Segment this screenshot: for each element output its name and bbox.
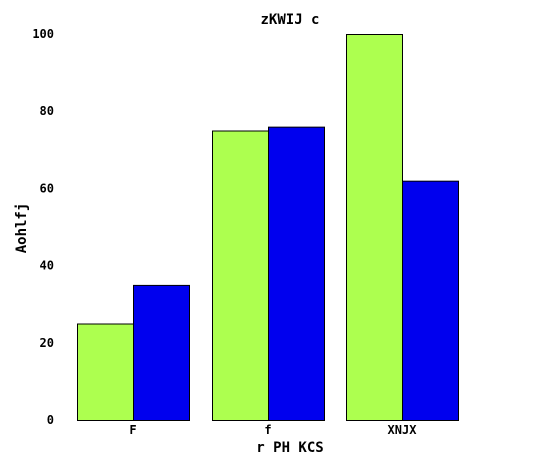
x-tick-label: F bbox=[129, 423, 136, 437]
bar-2-F bbox=[133, 284, 190, 421]
y-axis-ticks: 0 20 40 60 80 100 bbox=[32, 27, 54, 427]
bar-1-F bbox=[77, 323, 134, 421]
bar-2-f bbox=[268, 126, 325, 421]
y-tick-label: 80 bbox=[40, 104, 54, 118]
x-tick-label: XNJX bbox=[388, 423, 418, 437]
bar-1-f bbox=[212, 130, 269, 421]
bar-1-XNJX bbox=[346, 34, 403, 421]
x-tick-label: f bbox=[264, 423, 271, 437]
y-tick-label: 40 bbox=[40, 259, 54, 273]
bar-2-XNJX bbox=[402, 180, 459, 421]
y-tick-label: 100 bbox=[32, 27, 54, 41]
bars bbox=[77, 34, 459, 421]
y-tick-label: 20 bbox=[40, 336, 54, 350]
chart-title: zKWIJ c bbox=[260, 12, 319, 28]
y-axis-label: Aohlfj bbox=[14, 203, 30, 254]
y-tick-label: 60 bbox=[40, 181, 54, 195]
x-axis-label: r PH KCS bbox=[256, 440, 323, 456]
y-tick-label: 0 bbox=[47, 413, 54, 427]
